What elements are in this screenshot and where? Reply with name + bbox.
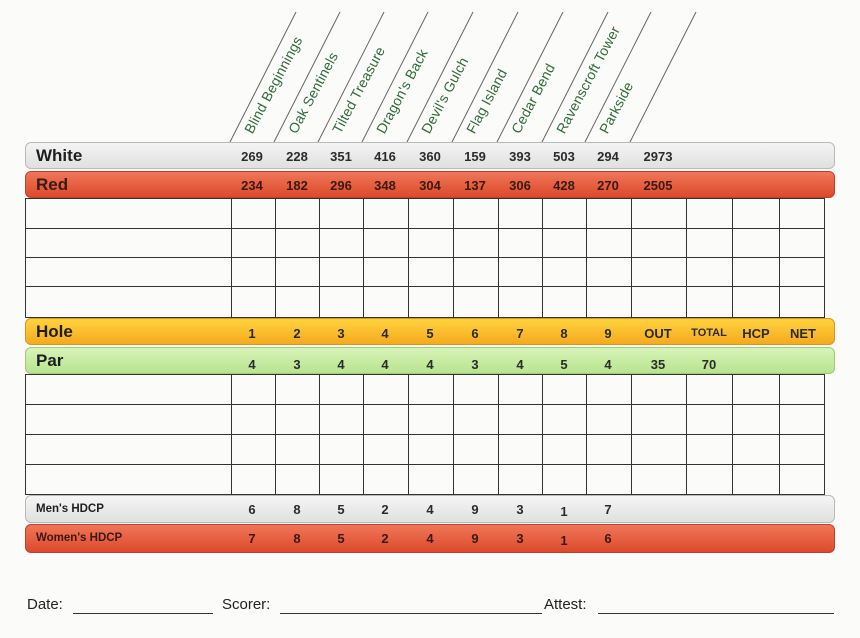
header-slant-lines — [229, 11, 697, 143]
hole-number-bar — [25, 318, 835, 345]
red-yardage: 304 — [419, 178, 441, 193]
white-yardage: 503 — [553, 149, 575, 164]
red-tee-bar — [25, 171, 835, 198]
womens-handicap: 7 — [248, 531, 256, 546]
red-yardage: 296 — [330, 178, 352, 193]
mens-handicap: 5 — [337, 502, 345, 517]
par-value: 4 — [604, 357, 612, 372]
red-yardage: 270 — [597, 178, 619, 193]
red-yardage: 234 — [241, 178, 263, 193]
white-yardage-total: 2973 — [643, 149, 673, 164]
white-yardage: 269 — [241, 149, 263, 164]
mens-handicap-label: Men's HDCP — [36, 503, 104, 515]
score-grid-top — [25, 198, 825, 318]
par-value: 3 — [471, 357, 479, 372]
mens-handicap: 4 — [426, 502, 434, 517]
par-value: 4 — [248, 357, 256, 372]
par-value: 3 — [293, 357, 301, 372]
net-header: NET — [790, 326, 816, 341]
total-header: TOTAL — [691, 327, 727, 339]
red-yardage: 182 — [286, 178, 308, 193]
hole-number: 9 — [604, 326, 612, 341]
red-tee-label: Red — [36, 175, 69, 194]
white-yardage: 294 — [597, 149, 619, 164]
out-header: OUT — [644, 326, 672, 341]
date-label: Date: — [27, 596, 63, 613]
hole-number: 7 — [516, 326, 524, 341]
womens-handicap: 4 — [426, 531, 434, 546]
par-value: 4 — [516, 357, 524, 372]
white-yardage: 159 — [464, 149, 486, 164]
womens-handicap: 5 — [337, 531, 345, 546]
womens-handicap: 1 — [560, 533, 568, 548]
hcp-header: HCP — [742, 326, 770, 341]
par-value: 5 — [560, 357, 568, 372]
womens-handicap-label: Women's HDCP — [36, 532, 123, 544]
white-tee-bar — [25, 142, 835, 169]
par-label: Par — [36, 351, 64, 370]
red-yardage-total: 2505 — [643, 178, 673, 193]
par-total: 70 — [701, 357, 717, 372]
mens-handicap-bar — [25, 495, 835, 523]
mens-handicap: 7 — [604, 502, 612, 517]
red-yardage: 348 — [374, 178, 396, 193]
hole-label: Hole — [36, 322, 73, 341]
hole-number: 8 — [560, 326, 568, 341]
hole-number: 1 — [248, 326, 256, 341]
hole-number: 6 — [471, 326, 479, 341]
womens-handicap-bar — [25, 524, 835, 553]
date-field[interactable] — [73, 613, 213, 614]
par-bar — [25, 347, 835, 374]
hole-number: 2 — [293, 326, 301, 341]
womens-handicap: 8 — [293, 531, 301, 546]
womens-handicap: 9 — [471, 531, 479, 546]
white-yardage: 228 — [286, 149, 308, 164]
mens-handicap: 2 — [381, 502, 389, 517]
scorer-label: Scorer: — [222, 596, 271, 613]
hole-number: 4 — [381, 326, 389, 341]
red-yardage: 137 — [464, 178, 486, 193]
scorer-field[interactable] — [280, 613, 542, 614]
hole-number: 5 — [426, 326, 434, 341]
white-yardage: 351 — [330, 149, 352, 164]
par-value: 4 — [337, 357, 345, 372]
white-tee-label: White — [36, 146, 83, 165]
score-grid-bottom — [25, 374, 825, 495]
attest-label: Attest: — [544, 596, 587, 613]
mens-handicap: 9 — [471, 502, 479, 517]
mens-handicap: 8 — [293, 502, 301, 517]
womens-handicap: 6 — [604, 531, 612, 546]
mens-handicap: 6 — [248, 502, 256, 517]
par-value: 4 — [426, 357, 434, 372]
womens-handicap: 2 — [381, 531, 389, 546]
hole-number: 3 — [337, 326, 345, 341]
par-out: 35 — [650, 357, 666, 372]
red-yardage: 306 — [509, 178, 531, 193]
par-value: 4 — [381, 357, 389, 372]
mens-handicap: 1 — [560, 504, 568, 519]
womens-handicap: 3 — [516, 531, 524, 546]
white-yardage: 360 — [419, 149, 441, 164]
attest-field[interactable] — [598, 613, 834, 614]
mens-handicap: 3 — [516, 502, 524, 517]
white-yardage: 416 — [374, 149, 396, 164]
red-yardage: 428 — [553, 178, 575, 193]
white-yardage: 393 — [509, 149, 531, 164]
